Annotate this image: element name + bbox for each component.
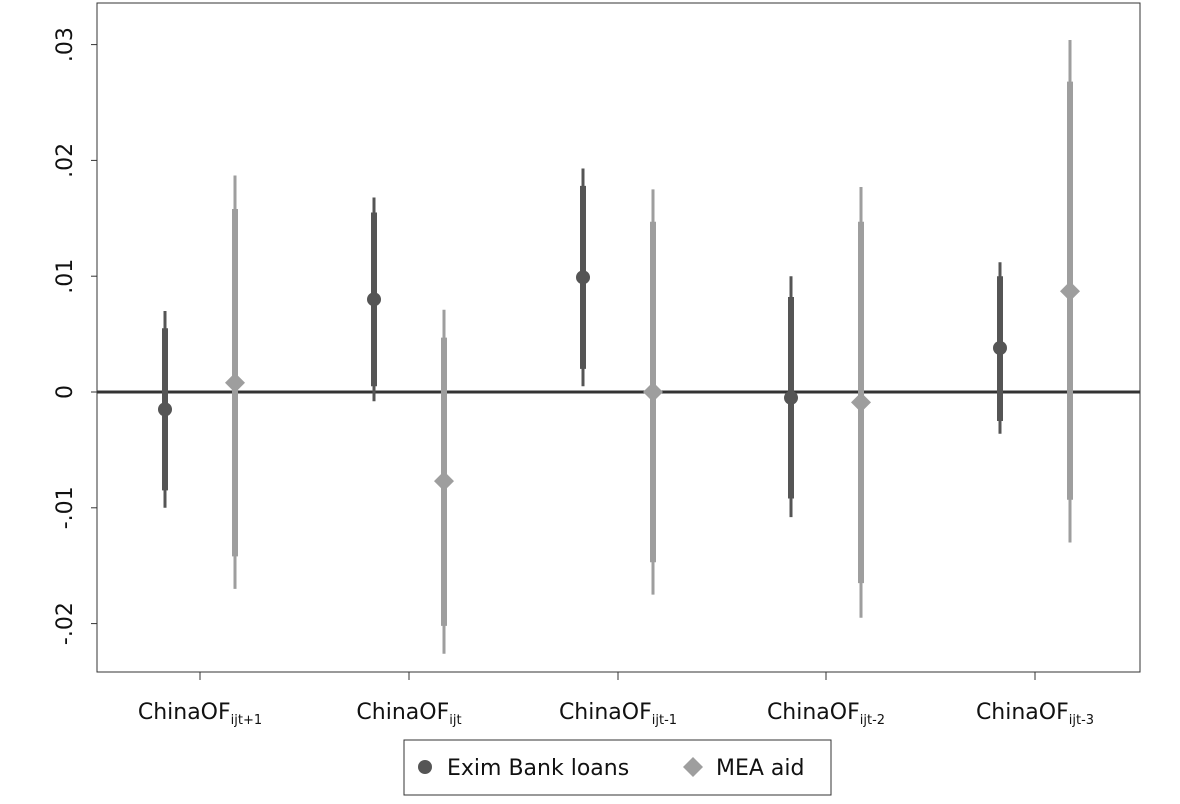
- series-layer: [158, 39, 1080, 654]
- y-tick-label: .02: [53, 143, 78, 178]
- legend: Exim Bank loans MEA aid: [403, 739, 832, 796]
- x-axis: ChinaOFijt+1 ChinaOFijt ChinaOFijt-1 ChinaO…: [138, 672, 1094, 728]
- x-category-subscript: ijt: [449, 713, 461, 728]
- legend-box: [403, 739, 832, 796]
- y-tick-label: .03: [53, 27, 78, 62]
- y-axis: .03 .02 .01 0 -.01 -.02: [53, 27, 97, 645]
- y-tick-label: -.01: [53, 486, 78, 529]
- point-estimate-circle: [576, 270, 590, 285]
- point-estimate-circle: [367, 292, 381, 307]
- point-estimate-circle: [784, 390, 798, 405]
- x-category-base: ChinaOF: [767, 700, 860, 725]
- x-category-base: ChinaOF: [356, 700, 449, 725]
- legend-label-exim: Exim Bank loans: [447, 756, 629, 781]
- point-estimate-circle: [158, 402, 172, 417]
- x-category-label: ChinaOFijt: [356, 700, 461, 728]
- point-estimate-circle: [993, 340, 1007, 355]
- x-category-subscript: ijt-2: [860, 713, 885, 728]
- legend-marker-circle: [418, 760, 432, 774]
- series-mea-aid: [225, 39, 1080, 654]
- legend-marker-diamond: [683, 757, 703, 777]
- x-category-subscript: ijt-3: [1069, 713, 1094, 728]
- x-category-subscript: ijt+1: [231, 713, 262, 728]
- x-category-label: ChinaOFijt-3: [976, 700, 1094, 728]
- point-estimate-diamond: [851, 392, 871, 413]
- x-category-base: ChinaOF: [138, 700, 231, 725]
- x-category-subscript: ijt-1: [652, 713, 677, 728]
- y-tick-label: .01: [53, 259, 78, 294]
- y-tick-label: 0: [53, 385, 78, 399]
- x-category-label: ChinaOFijt-1: [559, 700, 677, 728]
- legend-label-mea: MEA aid: [716, 756, 804, 781]
- point-estimate-diamond: [643, 382, 663, 402]
- x-category-base: ChinaOF: [976, 700, 1069, 725]
- series-exim-bank-loans: [158, 168, 1007, 518]
- point-estimate-diamond: [434, 471, 454, 492]
- x-category-base: ChinaOF: [559, 700, 652, 725]
- point-estimate-diamond: [225, 372, 245, 393]
- x-category-label: ChinaOFijt+1: [138, 700, 262, 728]
- y-tick-label: -.02: [53, 602, 78, 645]
- x-category-label: ChinaOFijt-2: [767, 700, 885, 728]
- point-estimate-diamond: [1060, 281, 1080, 302]
